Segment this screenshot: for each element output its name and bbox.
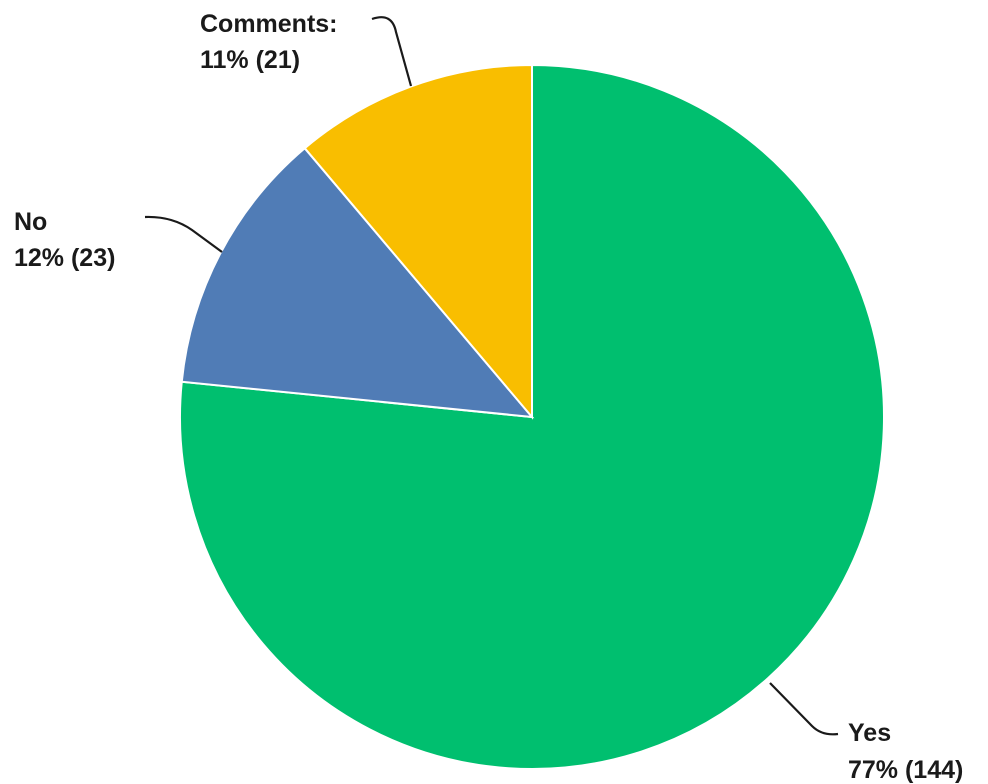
leader-line-yes: [769, 682, 839, 736]
slice-value-no: 12% (23): [14, 244, 115, 272]
slice-label-no: No: [14, 208, 47, 236]
slice-value-yes: 77% (144): [848, 756, 963, 784]
label-no: No 12% (23): [14, 208, 115, 272]
pie-slices: [179, 63, 885, 770]
slice-value-comments: 11% (21): [200, 46, 300, 74]
slice-label-yes: Yes: [848, 719, 891, 747]
label-comments: Comments: 11% (21): [200, 10, 338, 74]
pie-slice-comments: [303, 63, 533, 420]
leader-line-no: [144, 215, 223, 253]
label-yes: Yes 77% (144): [848, 719, 963, 784]
slice-label-comments: Comments:: [200, 10, 338, 38]
pie-slice-no: [180, 146, 535, 419]
leader-line-comments: [371, 16, 413, 87]
pie-slice-yes: [179, 63, 885, 770]
